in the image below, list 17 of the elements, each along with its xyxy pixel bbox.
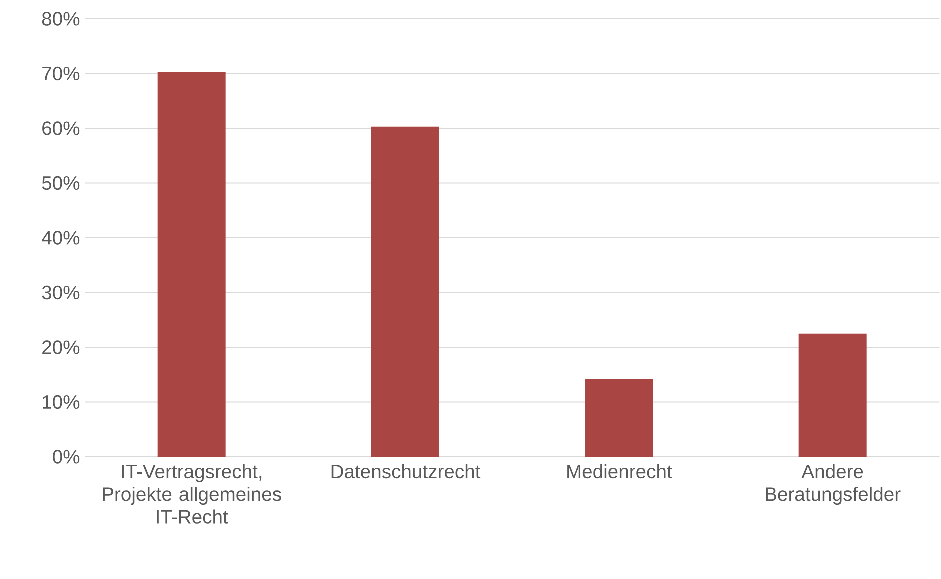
x-tick-label: IT-Vertragsrecht, Projekte allgemeines IT-Recht xyxy=(103,464,282,524)
bar xyxy=(798,334,867,457)
x-tick-label: Datenschutzrecht xyxy=(332,464,481,479)
y-tick-label: 50% xyxy=(42,176,80,190)
bar xyxy=(585,379,654,457)
y-tick-label: 70% xyxy=(42,66,80,81)
y-tick-label: 20% xyxy=(42,340,80,354)
y-tick-label: 40% xyxy=(42,231,80,245)
y-tick-label: 30% xyxy=(42,286,80,300)
x-tick-label: Andere Beratungsfelder xyxy=(766,464,901,506)
bar xyxy=(158,72,226,457)
x-tick-label: Medienrecht xyxy=(568,464,672,479)
y-tick-label: 60% xyxy=(42,122,80,136)
y-tick-label: 0% xyxy=(53,450,80,464)
y-tick-label: 10% xyxy=(43,395,80,410)
y-tick-label: 80% xyxy=(42,12,80,26)
bar xyxy=(372,126,440,457)
